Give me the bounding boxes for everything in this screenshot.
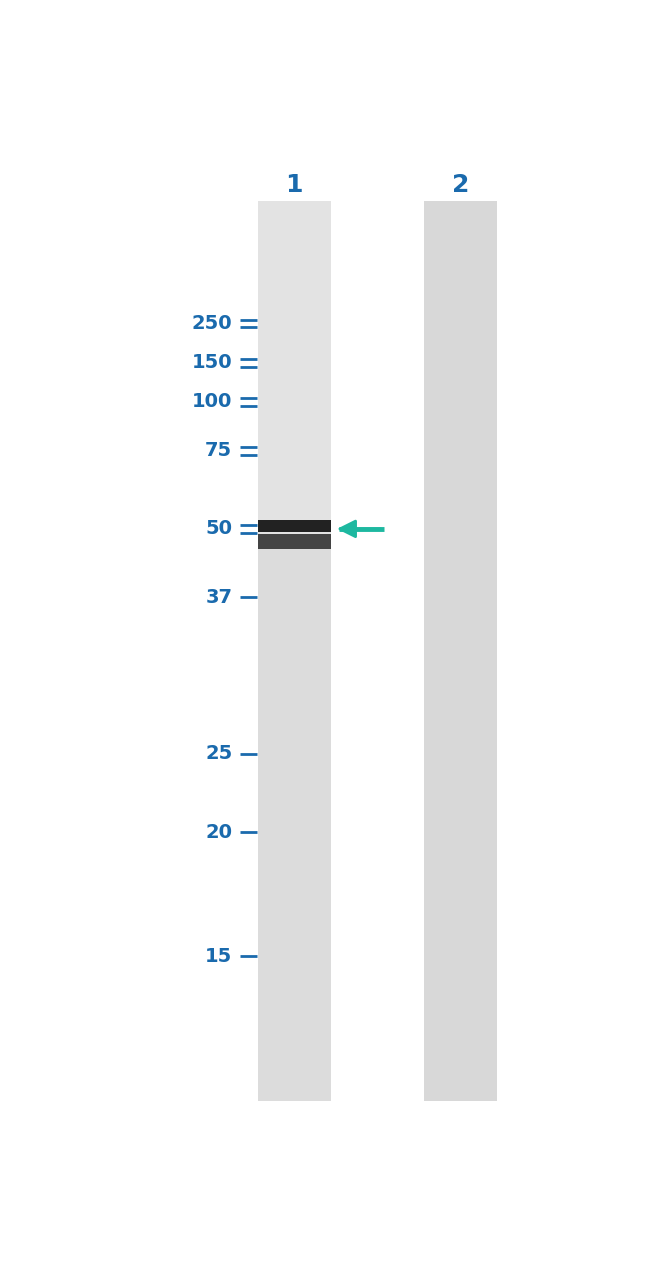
Text: 75: 75 <box>205 441 233 460</box>
Text: 15: 15 <box>205 946 233 965</box>
Bar <box>257 202 331 1101</box>
Bar <box>424 202 497 1101</box>
Text: 150: 150 <box>192 353 233 372</box>
Bar <box>257 202 331 544</box>
Text: 37: 37 <box>205 588 233 607</box>
Text: 2: 2 <box>452 173 469 197</box>
Text: 100: 100 <box>192 392 233 411</box>
Bar <box>257 521 331 532</box>
Text: 25: 25 <box>205 744 233 763</box>
Text: 50: 50 <box>205 519 233 538</box>
Text: 250: 250 <box>192 314 233 333</box>
Bar <box>257 533 331 550</box>
Text: 1: 1 <box>285 173 303 197</box>
Text: 20: 20 <box>205 823 233 842</box>
